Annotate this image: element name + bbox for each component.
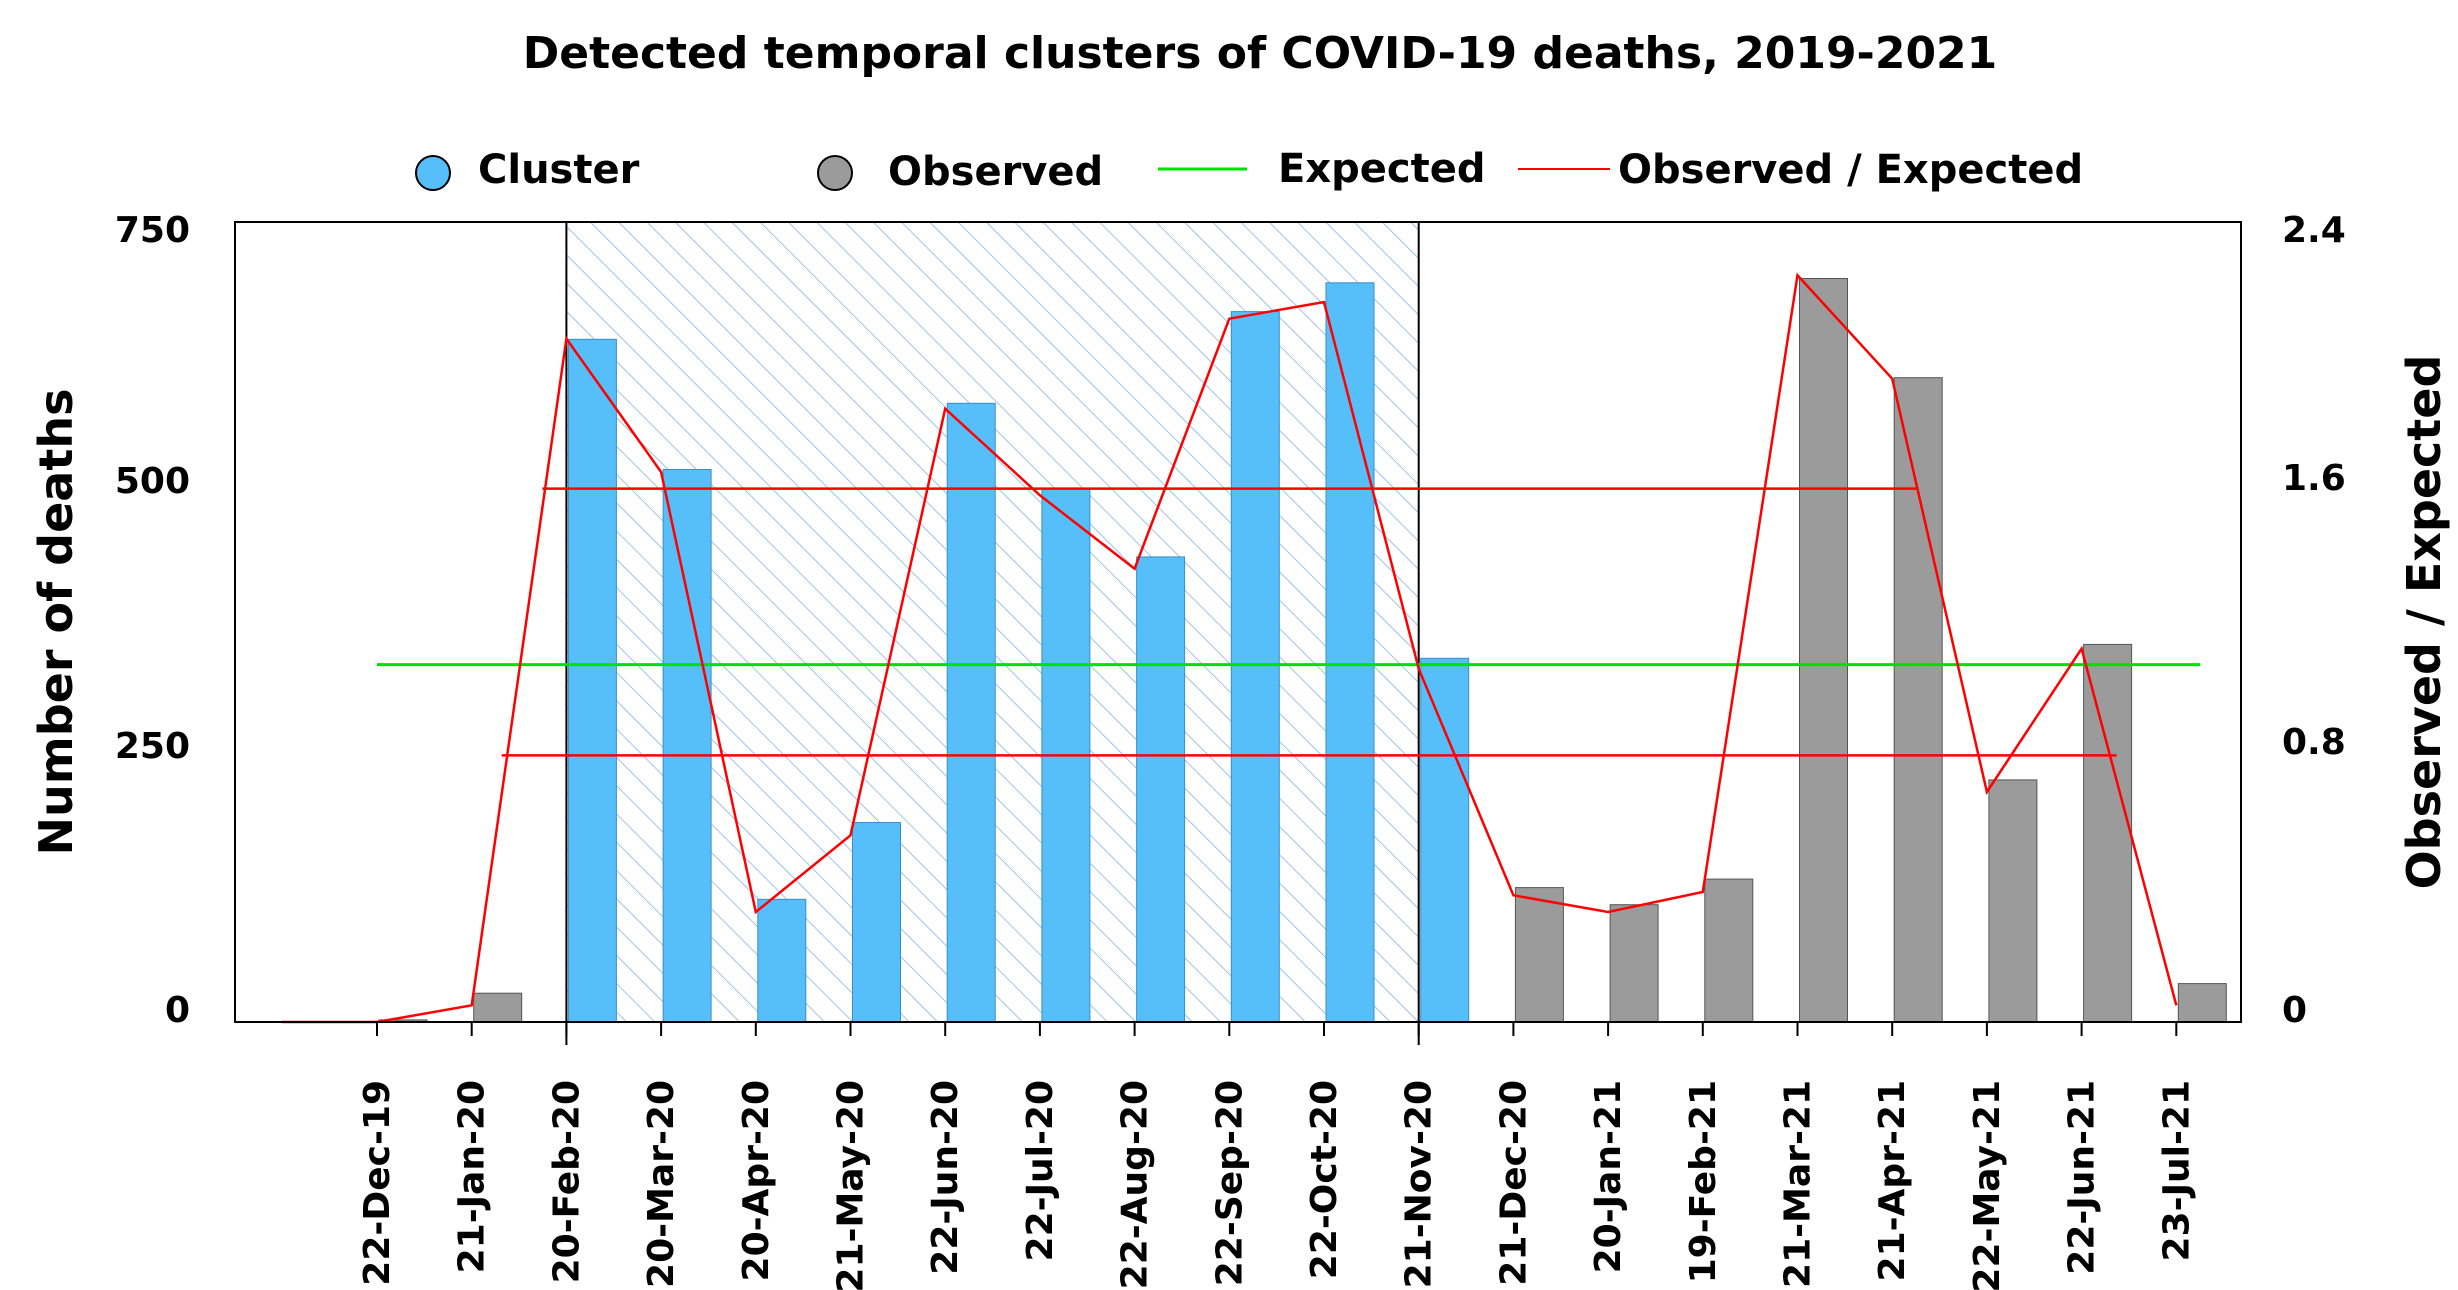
x-tick-label: 22-Dec-19	[357, 1080, 398, 1286]
observed-bar	[1893, 377, 1943, 1023]
x-tick-label: 22-Aug-20	[1115, 1080, 1156, 1289]
y2-tick-label: 0	[2282, 990, 2307, 1031]
y-tick-label: 500	[115, 461, 190, 502]
x-tick-label: 22-Jun-21	[2062, 1080, 2103, 1275]
cluster-bar	[852, 822, 901, 1023]
cluster-bar	[662, 469, 712, 1023]
observed-bar	[1704, 878, 1754, 1023]
x-tick-label: 21-Mar-21	[1778, 1080, 1819, 1288]
legend-cluster-marker	[415, 155, 451, 191]
x-tick-label: 19-Feb-21	[1683, 1080, 1724, 1283]
legend-ratio-label: Observed / Expected	[1618, 147, 2083, 193]
x-tick-label: 22-Sep-20	[1209, 1080, 1250, 1286]
y2-tick-label: 1.6	[2282, 458, 2346, 499]
observed-bar	[2177, 983, 2227, 1023]
plot-frame	[234, 221, 2242, 1023]
legend-expected-label: Expected	[1278, 146, 1485, 192]
x-tick-label: 23-Jul-21	[2156, 1080, 2197, 1261]
legend-cluster-label: Cluster	[478, 147, 640, 193]
x-tick-label: 22-May-21	[1967, 1080, 2008, 1290]
observed-bar	[1988, 779, 2038, 1023]
cluster-bar	[1420, 657, 1470, 1023]
y-tick-label: 250	[115, 726, 190, 767]
x-tick-label: 20-Apr-20	[736, 1080, 777, 1281]
y2-tick-label: 2.4	[2282, 210, 2346, 251]
y-axis-title: Number of deaths	[29, 389, 83, 856]
x-tick-label: 21-Jan-20	[452, 1080, 493, 1273]
x-tick-label: 21-Nov-20	[1399, 1080, 1440, 1288]
observed-bar	[2083, 643, 2133, 1023]
y-axis-left: 750 500 250 0	[115, 210, 190, 1031]
x-tick-label: 20-Feb-20	[546, 1080, 587, 1283]
ratio-threshold-lines	[501, 487, 2117, 757]
x-tick-label: 20-Mar-20	[641, 1080, 682, 1288]
legend-observed-label: Observed	[888, 149, 1103, 195]
cluster-bar	[946, 402, 996, 1023]
legend: Cluster Observed Expected Observed / Exp…	[415, 146, 2083, 195]
x-tick-label: 21-Dec-20	[1493, 1080, 1534, 1286]
observed-expected-ratio-line	[282, 272, 2178, 1024]
x-axis: 22-Dec-19 21-Jan-20 20-Feb-20 20-Mar-20 20-A…	[357, 1022, 2197, 1290]
y-axis-right: 2.4 1.6 0.8 0	[2282, 210, 2346, 1031]
cluster-bar	[1136, 556, 1186, 1023]
y-tick-label: 750	[115, 210, 190, 251]
y2-tick-label: 0.8	[2282, 722, 2346, 763]
x-tick-label: 22-Jun-20	[925, 1080, 966, 1275]
x-tick-label: 22-Jul-20	[1020, 1080, 1061, 1261]
observed-bar	[1514, 887, 1564, 1023]
cluster-bar	[567, 338, 617, 1023]
y-tick-label: 0	[165, 990, 190, 1031]
x-tick-label: 20-Jan-21	[1588, 1080, 1629, 1273]
chart-title: Detected temporal clusters of COVID-19 d…	[523, 28, 1998, 79]
observed-bar	[473, 992, 523, 1023]
y2-axis-title: Observed / Expected	[2397, 355, 2451, 890]
x-tick-label: 22-Oct-20	[1304, 1080, 1345, 1279]
cluster-bar	[757, 898, 807, 1023]
cluster-bar	[1230, 311, 1280, 1023]
cluster-bar	[1325, 282, 1375, 1023]
legend-observed-marker	[817, 155, 853, 191]
observed-bar	[1609, 904, 1659, 1023]
x-tick-label: 21-Apr-21	[1872, 1080, 1913, 1281]
x-tick-label: 21-May-20	[831, 1080, 872, 1290]
observed-bar	[1799, 278, 1848, 1023]
